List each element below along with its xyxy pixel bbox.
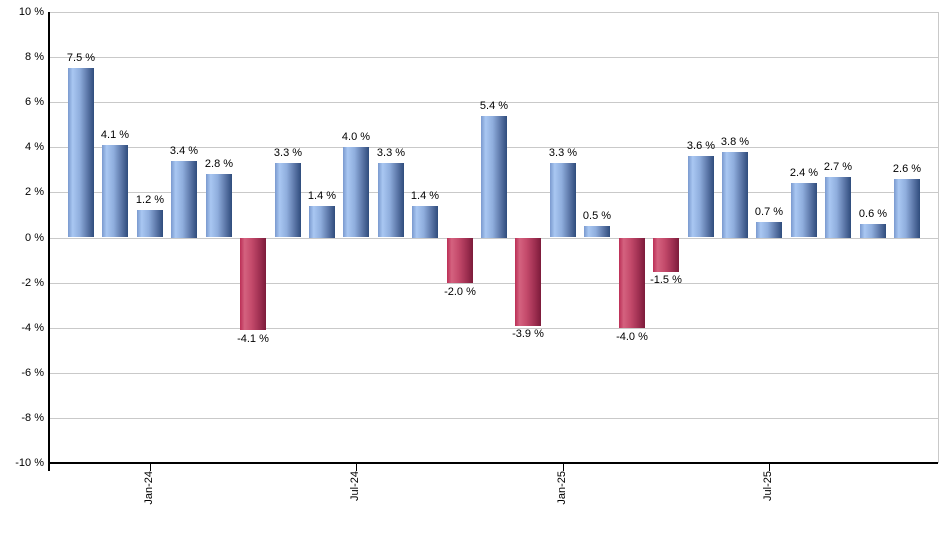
bar[interactable]: [309, 206, 335, 238]
bar[interactable]: [447, 238, 473, 283]
x-axis-tick: [356, 463, 357, 471]
gridline: [49, 328, 938, 329]
y-axis-tick-label: 2 %: [25, 186, 44, 198]
bar-value-label: 3.6 %: [686, 140, 716, 152]
bar[interactable]: [206, 174, 232, 237]
x-axis-tick: [150, 463, 151, 471]
bar[interactable]: [102, 145, 128, 237]
y-axis-tick-label: -6 %: [21, 367, 44, 379]
bar[interactable]: [894, 179, 920, 238]
bar[interactable]: [688, 156, 714, 237]
bar[interactable]: [240, 238, 266, 330]
bar-value-label: 0.7 %: [754, 206, 784, 218]
bar-value-label: -3.9 %: [512, 328, 544, 340]
bar-value-label: 2.4 %: [789, 167, 819, 179]
bar[interactable]: [550, 163, 576, 237]
x-axis-tick: [769, 463, 770, 471]
bar-value-label: 4.1 %: [100, 129, 130, 141]
y-axis-tick-label: -10 %: [15, 457, 44, 469]
bar-value-label: -4.1 %: [237, 333, 269, 345]
gridline: [49, 238, 938, 239]
y-axis-tick-label: 0 %: [25, 232, 44, 244]
gridline: [49, 57, 938, 58]
bar[interactable]: [343, 147, 369, 237]
bar-value-label: 2.7 %: [823, 161, 853, 173]
x-axis-tick-label-text: Jan-25: [556, 471, 568, 505]
bar[interactable]: [481, 116, 507, 238]
bar-value-label: 1.4 %: [307, 190, 337, 202]
x-axis-tick-label-text: Jul-25: [762, 471, 774, 501]
bar[interactable]: [68, 68, 94, 237]
plot-right-border: [938, 12, 939, 463]
gridline: [49, 373, 938, 374]
x-axis-line: [48, 462, 938, 464]
y-axis-tick-label: -2 %: [21, 277, 44, 289]
bar-value-label: 0.6 %: [858, 208, 888, 220]
gridline: [49, 283, 938, 284]
y-axis-tick-label: 4 %: [25, 141, 44, 153]
bar-value-label: 1.2 %: [135, 194, 165, 206]
gridline: [49, 12, 938, 13]
gridline: [49, 418, 938, 419]
bar-value-label: 2.8 %: [204, 158, 234, 170]
bar[interactable]: [756, 222, 782, 238]
y-axis-tick-label: 8 %: [25, 51, 44, 63]
y-axis-tick-label: 10 %: [18, 6, 44, 18]
x-axis-tick-label-text: Jan-24: [143, 471, 155, 505]
x-axis-tick-label-text: Jul-24: [349, 471, 361, 501]
bar-value-label: 3.3 %: [548, 147, 578, 159]
bar-value-label: 3.3 %: [273, 147, 303, 159]
bar[interactable]: [378, 163, 404, 237]
bar[interactable]: [412, 206, 438, 238]
y-axis-tick-label: -4 %: [21, 322, 44, 334]
bar-value-label: 3.4 %: [169, 145, 199, 157]
bar-value-label: 5.4 %: [479, 100, 509, 112]
bar[interactable]: [791, 183, 817, 237]
bar[interactable]: [275, 163, 301, 237]
bar-value-label: 0.5 %: [582, 210, 612, 222]
bar-value-label: -1.5 %: [650, 274, 682, 286]
bar-value-label: -2.0 %: [444, 286, 476, 298]
bar[interactable]: [722, 152, 748, 238]
bar[interactable]: [619, 238, 645, 328]
y-axis-tick-label: -8 %: [21, 412, 44, 424]
bar[interactable]: [860, 224, 886, 238]
y-axis-tick-label: 6 %: [25, 96, 44, 108]
bar[interactable]: [653, 238, 679, 272]
bar[interactable]: [515, 238, 541, 326]
bar-value-label: 3.8 %: [720, 136, 750, 148]
bar[interactable]: [171, 161, 197, 238]
y-axis-line: [48, 12, 50, 471]
bar-value-label: 1.4 %: [410, 190, 440, 202]
gridline: [49, 102, 938, 103]
x-axis-tick: [563, 463, 564, 471]
bar[interactable]: [584, 226, 610, 237]
bar-value-label: 3.3 %: [376, 147, 406, 159]
bar[interactable]: [137, 210, 163, 237]
bar-value-label: 7.5 %: [66, 52, 96, 64]
bar-value-label: -4.0 %: [616, 331, 648, 343]
bar-value-label: 4.0 %: [341, 131, 371, 143]
bar[interactable]: [825, 177, 851, 238]
bar-value-label: 2.6 %: [892, 163, 922, 175]
